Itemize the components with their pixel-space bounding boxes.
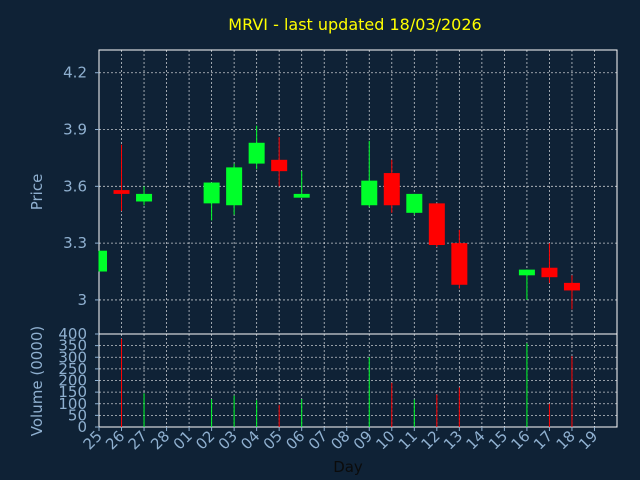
candle-02 xyxy=(203,182,220,221)
price-grid xyxy=(99,50,617,334)
candle-03 xyxy=(226,163,243,215)
volume-tick-label: 0 xyxy=(77,418,87,436)
candle-body xyxy=(203,182,220,204)
candle-body xyxy=(541,267,558,278)
candle-body xyxy=(563,282,580,291)
candle-09 xyxy=(361,140,378,208)
x-tick-label: 19 xyxy=(575,427,601,453)
candle-body xyxy=(113,190,130,194)
candle-body xyxy=(406,193,423,213)
candle-body xyxy=(428,203,445,246)
candle-body xyxy=(99,250,107,272)
price-y-ticks: 3 3.3 3.6 3.9 4.2 xyxy=(63,64,99,309)
candle-13 xyxy=(451,229,468,289)
price-axis-label: Price xyxy=(28,174,46,211)
candle-body xyxy=(383,173,400,206)
volume-tick-label: 400 xyxy=(58,325,87,343)
candle-body xyxy=(136,193,153,202)
volume-tick-label: 50 xyxy=(68,406,87,424)
volume-tick-label: 350 xyxy=(58,337,87,355)
candlestick-series xyxy=(98,125,580,310)
volume-tick-label: 250 xyxy=(58,360,87,378)
candle-body xyxy=(361,180,378,206)
price-plot-frame xyxy=(98,49,618,335)
price-tick-label: 3.3 xyxy=(63,234,87,252)
volume-grid xyxy=(99,334,617,427)
volume-bar-series xyxy=(121,338,573,427)
candle-11 xyxy=(406,193,423,215)
candle-body xyxy=(293,193,310,198)
volume-axis-label: Volume (0000) xyxy=(28,326,46,436)
candle-body xyxy=(248,142,265,164)
x-axis-label: Day xyxy=(333,458,363,476)
candle-body xyxy=(518,269,535,276)
candle-05 xyxy=(271,137,288,187)
price-tick-label: 3.9 xyxy=(63,121,87,139)
volume-tick-label: 300 xyxy=(58,348,87,366)
volume-tick-label: 200 xyxy=(58,372,87,390)
candle-body xyxy=(451,243,468,285)
volume-tick-label: 100 xyxy=(58,395,87,413)
x-ticks: 2526272801020304050607080910111213141516… xyxy=(80,427,601,453)
price-tick-label: 4.2 xyxy=(63,64,87,82)
candle-10 xyxy=(383,159,400,213)
candle-body xyxy=(226,167,243,206)
candle-26 xyxy=(113,144,130,211)
chart-title: MRVI - last updated 18/03/2026 xyxy=(228,15,481,34)
price-tick-label: 3.6 xyxy=(63,177,87,195)
candle-27 xyxy=(136,186,153,206)
volume-tick-label: 150 xyxy=(58,383,87,401)
candle-04 xyxy=(248,125,265,170)
candle-17 xyxy=(541,243,558,283)
candle-body xyxy=(271,159,288,172)
candle-25 xyxy=(98,250,107,272)
candle-06 xyxy=(293,171,310,198)
price-tick-label: 3 xyxy=(77,291,87,309)
candle-12 xyxy=(428,203,445,247)
candle-16 xyxy=(518,269,535,300)
candle-18 xyxy=(563,275,580,310)
